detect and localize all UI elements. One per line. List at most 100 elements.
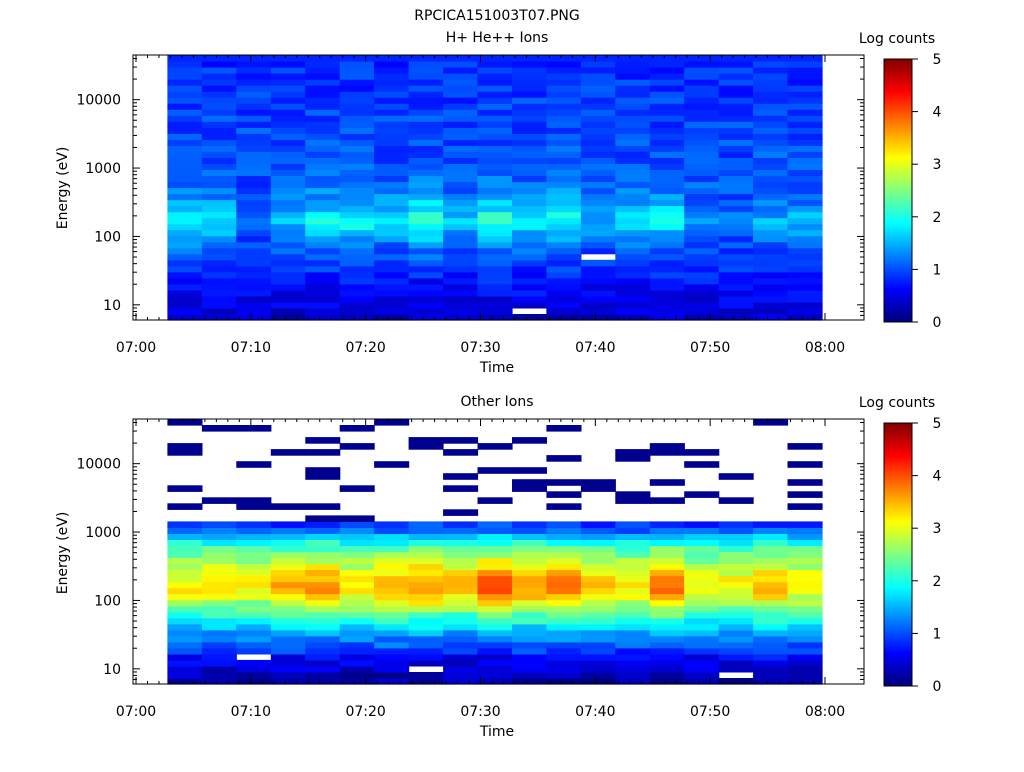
heatmap-cell (615, 217, 651, 225)
heatmap-cell (305, 539, 341, 547)
heatmap-cell (615, 61, 651, 68)
heatmap-cell (443, 473, 479, 480)
heatmap-cell (408, 678, 444, 685)
heatmap-cell (512, 289, 547, 297)
heatmap-cell (580, 217, 616, 225)
heatmap-cell (477, 151, 513, 158)
heatmap-cell (684, 672, 720, 679)
heatmap-cell (615, 455, 651, 462)
heatmap-cell (167, 277, 203, 285)
heatmap-cell (408, 659, 444, 667)
heatmap-cell (615, 557, 651, 565)
heatmap-cell (684, 241, 720, 249)
heatmap-cell (580, 61, 616, 68)
heatmap-cell (443, 295, 479, 303)
heatmap-cell (787, 91, 823, 98)
panel-title: Other Ions (460, 394, 533, 410)
heatmap-cell (270, 581, 306, 589)
heatmap-cell (477, 551, 513, 559)
heatmap-cell (201, 85, 237, 92)
heatmap-cell (167, 308, 203, 315)
heatmap-cell (718, 85, 754, 92)
heatmap-cell (512, 678, 547, 685)
heatmap-cell (236, 223, 272, 231)
heatmap-cell (305, 295, 341, 303)
heatmap-cell (443, 557, 479, 565)
heatmap-cell (512, 593, 547, 601)
heatmap-cell (374, 229, 410, 237)
heatmap-cell (339, 139, 375, 146)
heatmap-cell (167, 521, 203, 528)
heatmap-cell (408, 575, 444, 583)
heatmap-cell (580, 187, 616, 195)
heatmap-cell (649, 641, 685, 649)
heatmap-cell (684, 587, 720, 595)
heatmap-cell (649, 91, 685, 98)
heatmap-cell (546, 455, 582, 462)
heatmap-cell (443, 277, 479, 285)
heatmap-cell (374, 97, 410, 104)
heatmap-cell (408, 73, 444, 80)
heatmap-cell (236, 557, 272, 565)
heatmap-cell (649, 235, 685, 243)
heatmap-cell (305, 314, 341, 321)
heatmap-cell (546, 563, 582, 571)
heatmap-cell (339, 265, 375, 273)
heatmap-cell (684, 641, 720, 649)
heatmap-cell (236, 139, 272, 146)
heatmap-cell (477, 79, 513, 86)
heatmap-cell (201, 611, 237, 619)
heatmap-cell (787, 121, 823, 128)
heatmap-cell (649, 181, 685, 189)
heatmap-cell (512, 563, 547, 571)
y-tick-label: 100 (94, 229, 121, 245)
x-tick-label: 07:20 (345, 340, 385, 356)
heatmap-cell (236, 425, 272, 432)
heatmap-cell (201, 247, 237, 255)
heatmap-cell (408, 557, 444, 565)
heatmap-cell (477, 229, 513, 237)
colorbar-tick-label: 3 (933, 157, 942, 173)
heatmap-cell (236, 527, 272, 534)
heatmap-cell (649, 169, 685, 176)
heatmap-cell (167, 449, 203, 456)
heatmap-cell (649, 569, 685, 577)
heatmap-cell (580, 593, 616, 601)
heatmap-cell (787, 211, 823, 219)
heatmap-cell (615, 127, 651, 134)
heatmap-cell (615, 314, 651, 321)
heatmap-cell (270, 91, 306, 98)
heatmap-cell (443, 545, 479, 553)
heatmap-cell (339, 79, 375, 86)
heatmap-cell (546, 259, 582, 267)
heatmap-cell (512, 235, 547, 243)
heatmap-cell (201, 55, 237, 62)
heatmap-cell (477, 665, 513, 673)
heatmap-cell (615, 223, 651, 231)
heatmap-cell (615, 163, 651, 170)
heatmap-cell (546, 545, 582, 553)
heatmap-cell (753, 79, 789, 86)
heatmap-cell (167, 67, 203, 74)
heatmap-cell (718, 641, 754, 649)
heatmap-cell (167, 157, 203, 164)
heatmap-cell (408, 211, 444, 219)
heatmap-cell (615, 569, 651, 577)
heatmap-cell (236, 308, 272, 315)
heatmap-cell (443, 635, 479, 643)
heatmap-cell (443, 587, 479, 595)
heatmap-cell (201, 271, 237, 279)
heatmap-cell (580, 151, 616, 158)
heatmap-cell (684, 461, 720, 468)
heatmap-cell (443, 205, 479, 213)
heatmap-cell (512, 527, 547, 534)
heatmap-cell (684, 85, 720, 92)
heatmap-cell (753, 67, 789, 74)
heatmap-cell (615, 145, 651, 152)
heatmap-cell (718, 145, 754, 152)
heatmap-cell (305, 527, 341, 534)
heatmap-cell (787, 308, 823, 315)
heatmap-cell (201, 115, 237, 122)
heatmap-cell (649, 205, 685, 213)
heatmap-cell (546, 617, 582, 625)
